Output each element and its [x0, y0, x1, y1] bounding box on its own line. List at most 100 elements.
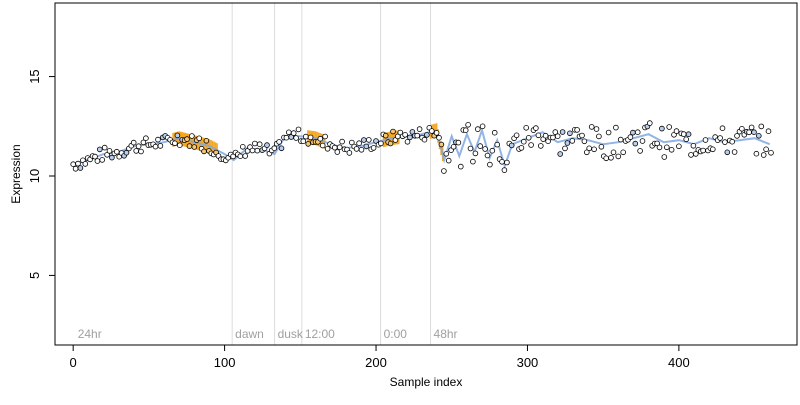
data-point	[256, 141, 263, 148]
data-point	[123, 149, 130, 156]
data-point	[300, 138, 307, 145]
data-point	[760, 152, 767, 158]
data-point	[295, 126, 302, 133]
data-point	[324, 146, 331, 152]
data-point	[671, 132, 677, 138]
data-point	[617, 136, 624, 143]
data-point	[457, 163, 464, 170]
data-point	[77, 165, 84, 171]
data-point	[593, 126, 600, 132]
data-point	[334, 149, 341, 155]
data-point	[542, 132, 549, 139]
data-point	[443, 151, 450, 157]
x-tick-label: 100	[214, 355, 236, 370]
data-point	[583, 149, 590, 156]
phase-marker-lines	[231, 3, 432, 345]
data-point	[569, 138, 576, 144]
data-point	[285, 129, 292, 136]
data-point	[94, 158, 101, 164]
data-point	[634, 129, 641, 136]
data-point	[591, 146, 597, 153]
data-point	[700, 147, 706, 154]
data-point	[535, 132, 542, 139]
data-point	[615, 153, 622, 160]
data-point	[722, 139, 728, 145]
y-axis-label: Expression	[9, 144, 23, 203]
data-point	[237, 153, 244, 160]
phase-marker-label: 48hr	[434, 327, 458, 341]
trend-series-line	[72, 126, 771, 170]
data-point	[768, 150, 774, 156]
phase-marker-label: 0:00	[384, 327, 408, 341]
data-point	[465, 122, 471, 128]
labels: dawn dusk 12:00 0:00 48hr 24hr Sample index Exp…	[9, 144, 462, 389]
data-point	[109, 154, 115, 161]
data-point	[378, 140, 384, 147]
data-point	[581, 138, 588, 145]
data-point	[402, 132, 408, 138]
data-point	[331, 144, 338, 151]
data-point	[520, 138, 527, 145]
data-point	[487, 161, 493, 168]
data-point	[683, 136, 689, 143]
data-point	[356, 140, 362, 147]
data-point	[504, 159, 510, 166]
data-point	[470, 158, 476, 165]
data-point	[416, 126, 423, 132]
data-point	[763, 146, 769, 153]
data-point	[685, 131, 692, 138]
data-point	[550, 134, 556, 141]
trend-line	[72, 126, 771, 170]
x-tick-label: 0	[70, 355, 77, 370]
data-point	[474, 126, 481, 132]
data-point	[734, 133, 740, 139]
data-point	[579, 132, 585, 139]
data-point	[596, 133, 602, 140]
data-point	[348, 139, 355, 146]
data-point	[455, 139, 462, 146]
data-point	[336, 144, 343, 151]
data-point	[663, 144, 670, 151]
data-point	[140, 139, 147, 146]
data-point	[302, 133, 309, 140]
data-point	[748, 124, 755, 131]
data-point	[172, 140, 178, 147]
phase-marker-label: dusk	[278, 327, 304, 341]
data-point	[97, 146, 103, 153]
data-point	[75, 160, 81, 167]
data-point	[489, 147, 496, 154]
data-point	[559, 129, 566, 135]
data-point	[588, 124, 595, 130]
data-point	[252, 140, 258, 147]
data-point	[690, 143, 697, 149]
data-point	[106, 148, 113, 154]
data-point	[138, 148, 144, 155]
data-point	[620, 149, 626, 156]
axes: 0 100 200 300 400 5 10 15	[27, 2, 798, 370]
data-point	[562, 145, 568, 152]
data-point	[552, 129, 559, 135]
data-point	[717, 135, 723, 141]
data-point	[438, 141, 445, 148]
data-point	[203, 138, 210, 144]
phase-start-label: 24hr	[78, 327, 102, 341]
data-point	[441, 168, 447, 174]
data-point	[753, 150, 760, 157]
data-point	[482, 146, 488, 152]
data-point	[358, 147, 365, 153]
data-point	[290, 130, 297, 136]
data-points	[70, 120, 774, 174]
data-point	[656, 144, 663, 151]
data-point	[322, 133, 328, 140]
data-point	[673, 128, 680, 134]
data-point	[186, 143, 193, 149]
data-point	[702, 137, 709, 143]
data-point	[680, 131, 687, 137]
data-point	[421, 136, 428, 143]
data-point	[346, 150, 353, 156]
data-point	[445, 157, 452, 164]
data-point	[765, 128, 772, 135]
data-point	[365, 137, 372, 143]
data-point	[390, 128, 396, 135]
data-point	[661, 154, 668, 160]
